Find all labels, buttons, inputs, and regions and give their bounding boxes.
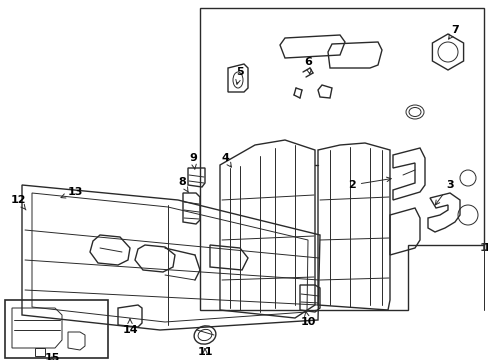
Text: 15: 15 — [44, 353, 60, 360]
Text: 3: 3 — [434, 180, 453, 205]
Text: 1: 1 — [482, 243, 488, 253]
Text: 4: 4 — [221, 153, 231, 167]
Text: 14: 14 — [122, 319, 138, 335]
Text: 8: 8 — [178, 177, 188, 192]
Text: 2: 2 — [347, 177, 390, 190]
Text: 11: 11 — [197, 347, 212, 357]
Text: 7: 7 — [447, 25, 458, 39]
Text: 10: 10 — [300, 311, 315, 327]
Text: 12: 12 — [10, 195, 26, 210]
Text: 9: 9 — [189, 153, 197, 169]
Text: 5: 5 — [235, 67, 244, 84]
Text: 1: 1 — [478, 243, 486, 253]
Text: 6: 6 — [304, 57, 311, 74]
Text: 13: 13 — [61, 187, 82, 198]
